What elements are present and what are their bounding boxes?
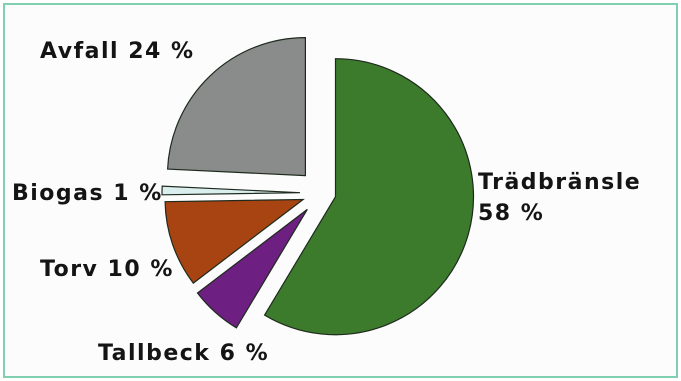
label-biogas: Biogas 1 %: [12, 181, 163, 206]
pie-slice-torv: [164, 198, 305, 284]
pie-slice-tr-dbr-nsle: [263, 58, 475, 336]
pie-slice-biogas: [161, 185, 301, 196]
label-avfall: Avfall 24 %: [40, 39, 195, 64]
pie-slice-avfall: [166, 36, 306, 177]
pie-slice-tallbeck: [196, 208, 308, 329]
label-tradbransle-name: Trädbränsle: [478, 170, 641, 195]
label-torv: Torv 10 %: [40, 257, 174, 282]
label-tallbeck: Tallbeck 6 %: [98, 341, 269, 366]
label-tradbransle-value: 58 %: [478, 201, 544, 226]
